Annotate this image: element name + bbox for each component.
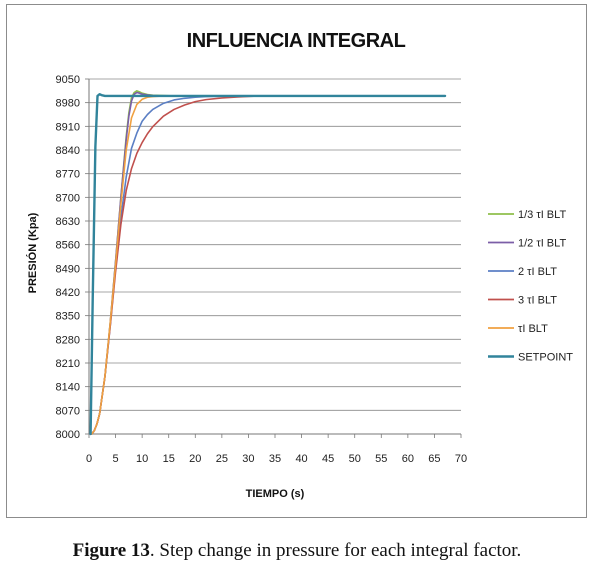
legend-label: 3 τI BLT	[518, 295, 557, 307]
y-tick-label: 8350	[56, 311, 80, 323]
y-tick-label: 8420	[56, 287, 80, 299]
y-tick-label: 8280	[56, 334, 80, 346]
series-lines	[89, 90, 447, 436]
x-tick-label: 65	[428, 453, 440, 465]
figure-frame	[6, 4, 587, 518]
x-tick-label: 30	[242, 453, 254, 465]
caption-label: Figure 13	[72, 540, 150, 561]
y-tick-label: 8070	[56, 405, 80, 417]
line-chart: INFLUENCIA INTEGRAL 8000 8070 8140 8210 8280…	[26, 30, 573, 500]
legend: 1/3 τI BLT 1/2 τI BLT 2 τI BLT 3 τI BLT τI B…	[488, 209, 573, 364]
legend-label: SETPOINT	[518, 352, 573, 364]
legend-label: 1/3 τI BLT	[518, 209, 566, 221]
x-tick-label: 25	[216, 453, 228, 465]
x-tick-label: 0	[86, 453, 92, 465]
x-tick-label: 5	[113, 453, 119, 465]
x-tick-label: 40	[295, 453, 307, 465]
y-tick-label: 9050	[56, 74, 80, 86]
figure-caption: Figure 13. Step change in pressure for e…	[0, 540, 594, 562]
y-tick-label: 8910	[56, 121, 80, 133]
series-line-1-1-2-i-blt	[90, 91, 446, 435]
series-line-0-1-3-i-blt	[90, 90, 446, 435]
series-line-5-setpoint	[89, 93, 447, 436]
x-tick-label: 20	[189, 453, 201, 465]
x-tick-label: 70	[455, 453, 467, 465]
x-tick-label: 55	[375, 453, 387, 465]
y-tick-label: 8980	[56, 98, 80, 110]
series-line-2-2-i-blt	[90, 95, 446, 435]
x-axis-label: TIEMPO (s)	[246, 488, 305, 500]
series-line-3-3-i-blt	[90, 95, 446, 435]
x-tick-label: 10	[136, 453, 148, 465]
legend-label: 2 τI BLT	[518, 266, 557, 278]
gridlines	[89, 78, 461, 435]
y-tick-label: 8560	[56, 240, 80, 252]
x-tick-label: 45	[322, 453, 334, 465]
y-tick-label: 8140	[56, 382, 80, 394]
y-tick-label: 8770	[56, 169, 80, 181]
x-tick-label: 50	[349, 453, 361, 465]
caption-text: . Step change in pressure for each integ…	[149, 540, 522, 561]
y-tick-label: 8630	[56, 216, 80, 228]
y-tick-label: 8210	[56, 358, 80, 370]
legend-label: 1/2 τI BLT	[518, 238, 566, 250]
legend-label: τI BLT	[518, 323, 548, 335]
x-tick-label: 15	[163, 453, 175, 465]
series-line-4-i-blt	[90, 95, 446, 435]
y-tick-label: 8000	[56, 429, 80, 441]
x-tick-label: 35	[269, 453, 281, 465]
x-tick-label: 60	[402, 453, 414, 465]
y-tick-label: 8700	[56, 192, 80, 204]
y-axis-label: PRESIÓN (Kpa)	[26, 212, 39, 293]
y-tick-label: 8840	[56, 145, 80, 157]
chart-title: INFLUENCIA INTEGRAL	[187, 30, 406, 52]
y-tick-label: 8490	[56, 263, 80, 275]
axes: 8000 8070 8140 8210 8280 8350 8420 8490 8560 8630…	[56, 74, 468, 465]
